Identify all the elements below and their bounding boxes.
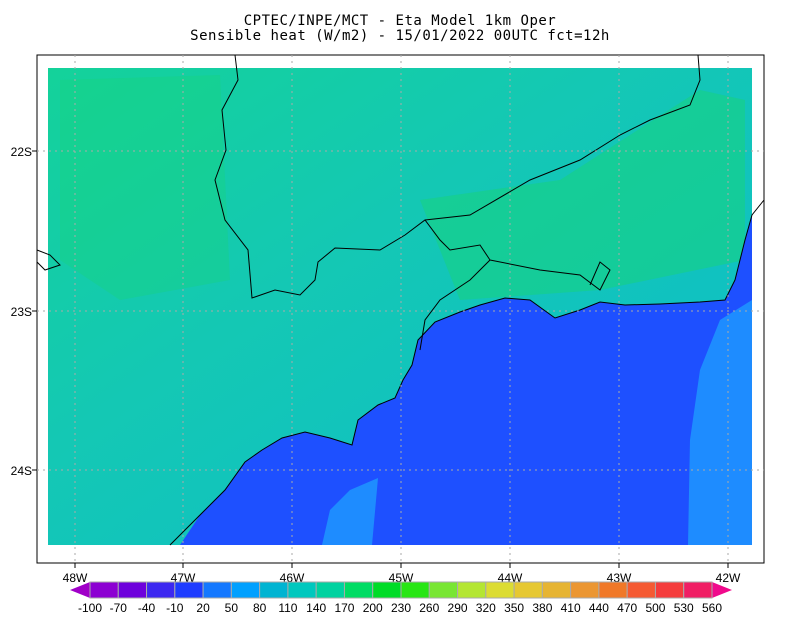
lat-label: 24S xyxy=(11,464,32,478)
colorbar-right-arrow xyxy=(712,582,732,598)
colorbar-label: 440 xyxy=(589,601,609,615)
ocean-area xyxy=(180,215,752,545)
colorbar: -100 -70 -40 -10 20 50 80 110 140 170 200 230 260 290… xyxy=(70,581,732,615)
colorbar-label: 350 xyxy=(504,601,524,615)
colorbar-box xyxy=(457,581,487,599)
lat-label: 22S xyxy=(11,145,32,159)
state-border xyxy=(424,54,701,221)
colorbar-label: 140 xyxy=(306,601,326,615)
colorbar-label: -70 xyxy=(110,601,128,615)
title-line-1: CPTEC/INPE/MCT - Eta Model 1km Oper xyxy=(243,13,557,29)
colorbar-label: 380 xyxy=(532,601,552,615)
offshore-area xyxy=(688,300,752,545)
grid xyxy=(32,55,764,568)
colorbar-label: 200 xyxy=(363,601,383,615)
colorbar-label: 470 xyxy=(617,601,637,615)
colorbar-box xyxy=(89,581,119,599)
colorbar-box xyxy=(372,581,402,599)
colorbar-label: 560 xyxy=(702,601,722,615)
colorbar-box xyxy=(174,581,204,599)
colorbar-label: 500 xyxy=(645,601,665,615)
green-patch xyxy=(420,90,745,300)
colorbar-box xyxy=(513,581,543,599)
lat-label: 23S xyxy=(11,305,32,319)
colorbar-box xyxy=(230,581,261,599)
state-border xyxy=(489,259,611,291)
colorbar-box xyxy=(287,581,317,599)
colorbar-left-arrow xyxy=(70,582,90,598)
colorbar-label: 260 xyxy=(419,601,439,615)
colorbar-label: -40 xyxy=(138,601,156,615)
colorbar-label: 110 xyxy=(278,601,297,615)
colorbar-label: 50 xyxy=(225,601,239,615)
colorbar-box xyxy=(202,581,232,599)
colorbar-label: 530 xyxy=(674,601,694,615)
colorbar-box xyxy=(400,581,430,599)
title-line-2: Sensible heat (W/m2) - 15/01/2022 00UTC … xyxy=(190,28,610,44)
green-patch xyxy=(60,75,230,300)
colorbar-box xyxy=(315,581,345,599)
colorbar-label: 20 xyxy=(196,601,210,615)
colorbar-label: 170 xyxy=(334,601,354,615)
coastline xyxy=(169,199,765,546)
colorbar-box xyxy=(343,581,374,599)
colorbar-box xyxy=(683,581,713,599)
state-border xyxy=(214,54,491,351)
colorbar-box xyxy=(626,581,656,599)
colorbar-box xyxy=(654,581,685,599)
colorbar-label: 320 xyxy=(476,601,496,615)
colorbar-box xyxy=(541,581,572,599)
colorbar-label: 290 xyxy=(448,601,468,615)
colorbar-label: 80 xyxy=(253,601,267,615)
colorbar-box xyxy=(485,581,515,599)
lon-label: 42W xyxy=(716,571,741,585)
colorbar-box xyxy=(259,581,289,599)
colorbar-label: 410 xyxy=(561,601,581,615)
colorbar-box xyxy=(598,581,628,599)
borders xyxy=(36,54,765,546)
state-border xyxy=(36,249,61,271)
colorbar-box xyxy=(428,581,459,599)
colorbar-box xyxy=(570,581,600,599)
colorbar-box xyxy=(117,581,148,599)
offshore-area xyxy=(322,478,378,545)
colorbar-box xyxy=(146,581,176,599)
colorbar-label: 230 xyxy=(391,601,411,615)
colorbar-label: -10 xyxy=(166,601,184,615)
colorbar-label: -100 xyxy=(78,601,102,615)
lon-label: 48W xyxy=(63,571,88,585)
